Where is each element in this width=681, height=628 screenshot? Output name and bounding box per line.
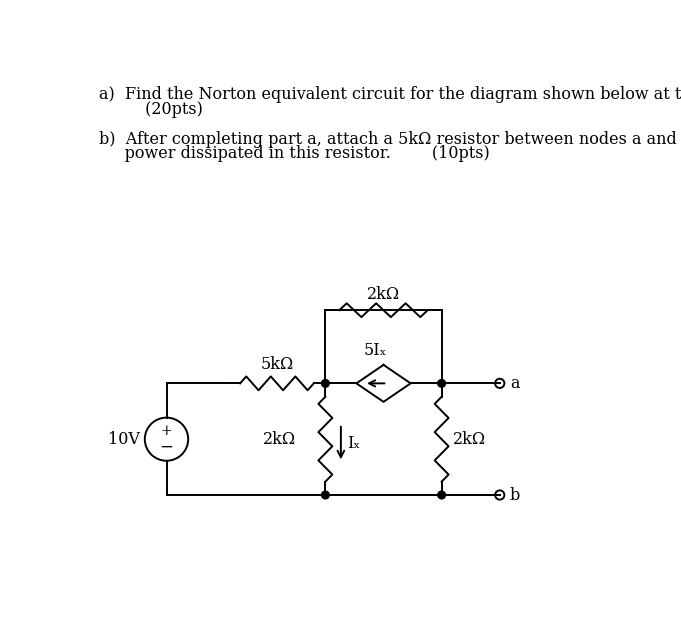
Text: 2kΩ: 2kΩ [454,431,486,448]
Text: 10V: 10V [108,431,140,448]
Text: −: − [159,439,174,456]
Text: b)  After completing part a, attach a 5kΩ resistor between nodes a and b and cal: b) After completing part a, attach a 5kΩ… [99,131,681,148]
Text: power dissipated in this resistor.        (10pts): power dissipated in this resistor. (10pt… [99,146,490,163]
Text: +: + [161,425,172,438]
Circle shape [321,491,329,499]
Text: a: a [510,375,520,392]
Text: 2kΩ: 2kΩ [367,286,400,303]
Text: a)  Find the Norton equivalent circuit for the diagram shown below at the termin: a) Find the Norton equivalent circuit fo… [99,86,681,103]
Text: 5Iₓ: 5Iₓ [364,342,387,359]
Circle shape [321,379,329,387]
Text: 5kΩ: 5kΩ [260,356,294,374]
Text: 2kΩ: 2kΩ [263,431,296,448]
Text: (20pts): (20pts) [99,100,203,118]
Circle shape [438,491,445,499]
Text: Iₓ: Iₓ [347,435,360,452]
Text: b: b [510,487,520,504]
Circle shape [438,379,445,387]
